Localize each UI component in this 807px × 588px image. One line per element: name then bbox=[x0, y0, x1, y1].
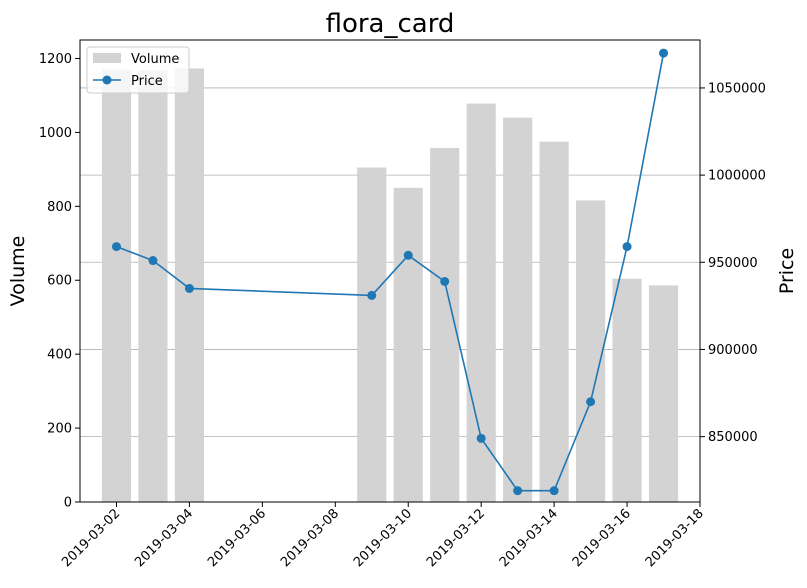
y-tick-label: 600 bbox=[47, 274, 72, 289]
price-point bbox=[549, 486, 559, 496]
y2-tick-label: 900000 bbox=[708, 343, 758, 358]
price-point bbox=[403, 250, 413, 260]
price-line-group bbox=[111, 48, 669, 496]
y-tick-label: 1000 bbox=[39, 126, 72, 141]
x-tick-label: 2019-03-08 bbox=[278, 506, 342, 570]
volume-bar bbox=[576, 200, 606, 502]
legend-label-price: Price bbox=[131, 74, 163, 89]
y-axis-label-right: Price bbox=[776, 248, 798, 294]
x-tick-label: 2019-03-18 bbox=[643, 506, 707, 570]
y2-tick-label: 850000 bbox=[708, 430, 758, 445]
plot-frame bbox=[79, 39, 701, 503]
y-tick-label: 200 bbox=[47, 422, 72, 437]
legend-label-volume: Volume bbox=[131, 52, 179, 67]
x-tick-label: 2019-03-14 bbox=[497, 506, 561, 570]
grid-lines bbox=[80, 87, 700, 438]
y2-tick-label: 950000 bbox=[708, 256, 758, 271]
x-tick-label: 2019-03-04 bbox=[132, 506, 196, 570]
price-point bbox=[440, 276, 450, 286]
volume-bar bbox=[648, 285, 679, 502]
price-point bbox=[184, 283, 194, 293]
price-point bbox=[659, 48, 669, 58]
y2-tick-label: 1000000 bbox=[708, 169, 766, 184]
x-tick-label: 2019-03-06 bbox=[205, 506, 269, 570]
y-tick-label: 800 bbox=[47, 200, 72, 215]
price-line bbox=[116, 52, 665, 492]
price-point bbox=[622, 242, 632, 252]
price-point bbox=[513, 486, 523, 496]
y-tick-label: 400 bbox=[47, 348, 72, 363]
volume-bar bbox=[539, 141, 569, 502]
volume-bar bbox=[101, 69, 132, 503]
volume-bar bbox=[612, 278, 642, 502]
y2-tick-label: 1050000 bbox=[708, 81, 766, 96]
y-axis-label-left: Volume bbox=[7, 236, 29, 307]
y-axis-right: 850000 900000 950000 1000000 1050000 bbox=[700, 81, 766, 445]
price-point bbox=[111, 242, 121, 252]
y-axis-left: 0 200 400 600 800 1000 1200 bbox=[39, 52, 80, 511]
volume-bar bbox=[138, 70, 168, 503]
price-point bbox=[586, 397, 596, 407]
volume-bar bbox=[393, 187, 423, 502]
legend-swatch-volume bbox=[93, 53, 121, 63]
x-tick-label: 2019-03-02 bbox=[59, 506, 123, 570]
price-point bbox=[476, 433, 486, 443]
price-point bbox=[148, 256, 158, 266]
x-tick-label: 2019-03-16 bbox=[570, 506, 634, 570]
y-tick-label: 0 bbox=[64, 496, 72, 511]
legend: Volume Price bbox=[86, 46, 190, 94]
legend-marker-price bbox=[102, 75, 112, 85]
chart-title: flora_card bbox=[326, 9, 455, 39]
volume-bar bbox=[503, 117, 533, 502]
price-point bbox=[367, 290, 377, 300]
x-tick-label: 2019-03-10 bbox=[351, 506, 415, 570]
y-tick-label: 1200 bbox=[39, 52, 72, 67]
volume-bar bbox=[357, 167, 387, 502]
x-tick-label: 2019-03-12 bbox=[424, 506, 488, 570]
x-axis: 2019-03-02 2019-03-04 2019-03-06 2019-03-08… bbox=[59, 502, 707, 570]
